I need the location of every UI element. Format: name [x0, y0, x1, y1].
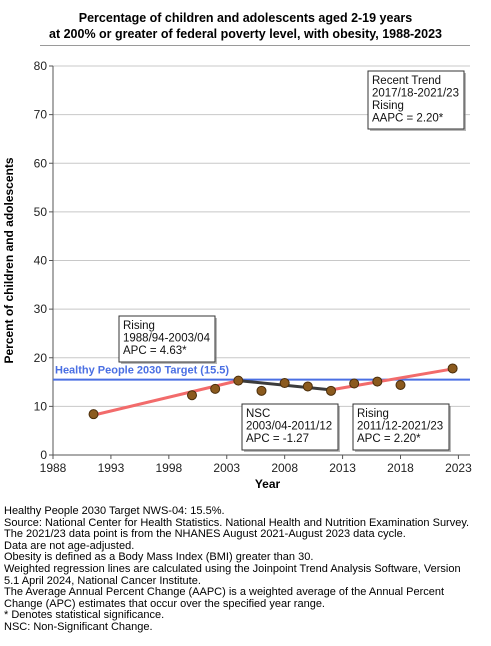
y-tick-label: 40 — [34, 254, 48, 268]
y-axis-title: Percent of children and adolescents — [2, 157, 16, 363]
footnote-line: Healthy People 2030 Target NWS-04: 15.5%… — [4, 505, 225, 517]
footnote-line: Obesity is defined as a Body Mass Index … — [4, 551, 314, 564]
x-tick-label: 2003 — [213, 461, 240, 475]
chart-title: Percentage of children and adolescents a… — [0, 10, 491, 42]
y-tick-label: 50 — [34, 205, 48, 219]
target-line-label: Healthy People 2030 Target (15.5) — [55, 365, 229, 377]
annotation-text: 1988/94-2003/04 — [123, 333, 211, 345]
x-tick-label: 2008 — [271, 461, 298, 475]
data-point — [210, 383, 221, 394]
footnote-line: Data are not age-adjusted. — [4, 539, 135, 552]
footnote-line: Weighted regression lines are calculated… — [4, 562, 461, 575]
annotation-box — [367, 70, 465, 130]
footnote-line: The Average Annual Percent Change (AAPC)… — [4, 586, 445, 599]
footnote-line: 5.1 April 2024, National Cancer Institut… — [4, 574, 201, 587]
annotation-text: Recent Trend — [372, 75, 441, 87]
data-point — [349, 378, 360, 389]
x-tick-label: 1993 — [98, 461, 125, 475]
footnotes: Healthy People 2030 Target NWS-04: 15.5%… — [4, 505, 489, 634]
data-point — [88, 409, 99, 420]
annotation-text: Rising — [372, 100, 404, 112]
data-point — [372, 376, 383, 387]
annotation-box — [118, 315, 216, 363]
annotation-text: 2003/04-2011/12 — [246, 421, 332, 433]
annotation-box — [241, 403, 339, 451]
annotation-text: NSC — [246, 408, 270, 420]
y-tick-label: 60 — [34, 156, 48, 170]
chart-title-line-2: at 200% or greater of federal poverty le… — [49, 27, 442, 41]
data-point — [279, 378, 290, 389]
x-tick-label: 1998 — [155, 461, 182, 475]
y-tick-label: 30 — [34, 302, 48, 316]
y-tick-label: 70 — [34, 108, 48, 122]
data-point — [395, 379, 406, 390]
data-point — [233, 375, 244, 386]
annotation-text: 2011/12-2021/23 — [357, 421, 443, 433]
data-point — [187, 390, 197, 401]
annotation-text: 2017/18-2021/23 — [372, 88, 459, 100]
footnote-line: Change (APC) estimates that occur over t… — [4, 597, 325, 610]
footnote-line: * Denotes statistical significance. — [4, 609, 165, 622]
y-tick-label: 20 — [34, 351, 48, 365]
x-tick-label: 2018 — [387, 461, 414, 475]
chart-title-line-1: Percentage of children and adolescents a… — [78, 11, 413, 25]
annotation-text: Rising — [123, 320, 155, 332]
data-point — [326, 385, 336, 396]
annotation-text: AAPC = 2.20* — [372, 113, 444, 125]
annotation-text: APC = 2.20* — [357, 433, 421, 445]
annotation-text: APC = 4.63* — [123, 345, 187, 357]
y-tick-label: 80 — [34, 59, 48, 73]
footnote-line: Source: National Center for Health Stati… — [4, 516, 470, 529]
x-tick-label: 2023 — [445, 461, 472, 475]
line-chart: 0 10 20 30 40 50 60 70 80 1988 1993 1998 2003 2008 201… — [2, 59, 472, 491]
footnote-line: NSC: Non-Significant Change. — [4, 620, 153, 633]
title-divider — [40, 45, 470, 46]
x-tick-label: 2013 — [329, 461, 356, 475]
data-point — [256, 385, 267, 396]
annotation-text: Rising — [357, 408, 389, 420]
annotation-box — [352, 403, 450, 451]
annotation-text: APC = -1.27 — [246, 433, 309, 445]
x-axis-title: Year — [255, 477, 281, 491]
y-tick-label: 0 — [40, 448, 47, 462]
data-point — [447, 363, 458, 374]
data-point — [302, 381, 313, 392]
footnote-line: The 2021/23 data point is from the NHANE… — [4, 528, 406, 541]
x-tick-label: 1988 — [40, 461, 67, 475]
y-tick-label: 10 — [34, 399, 48, 413]
